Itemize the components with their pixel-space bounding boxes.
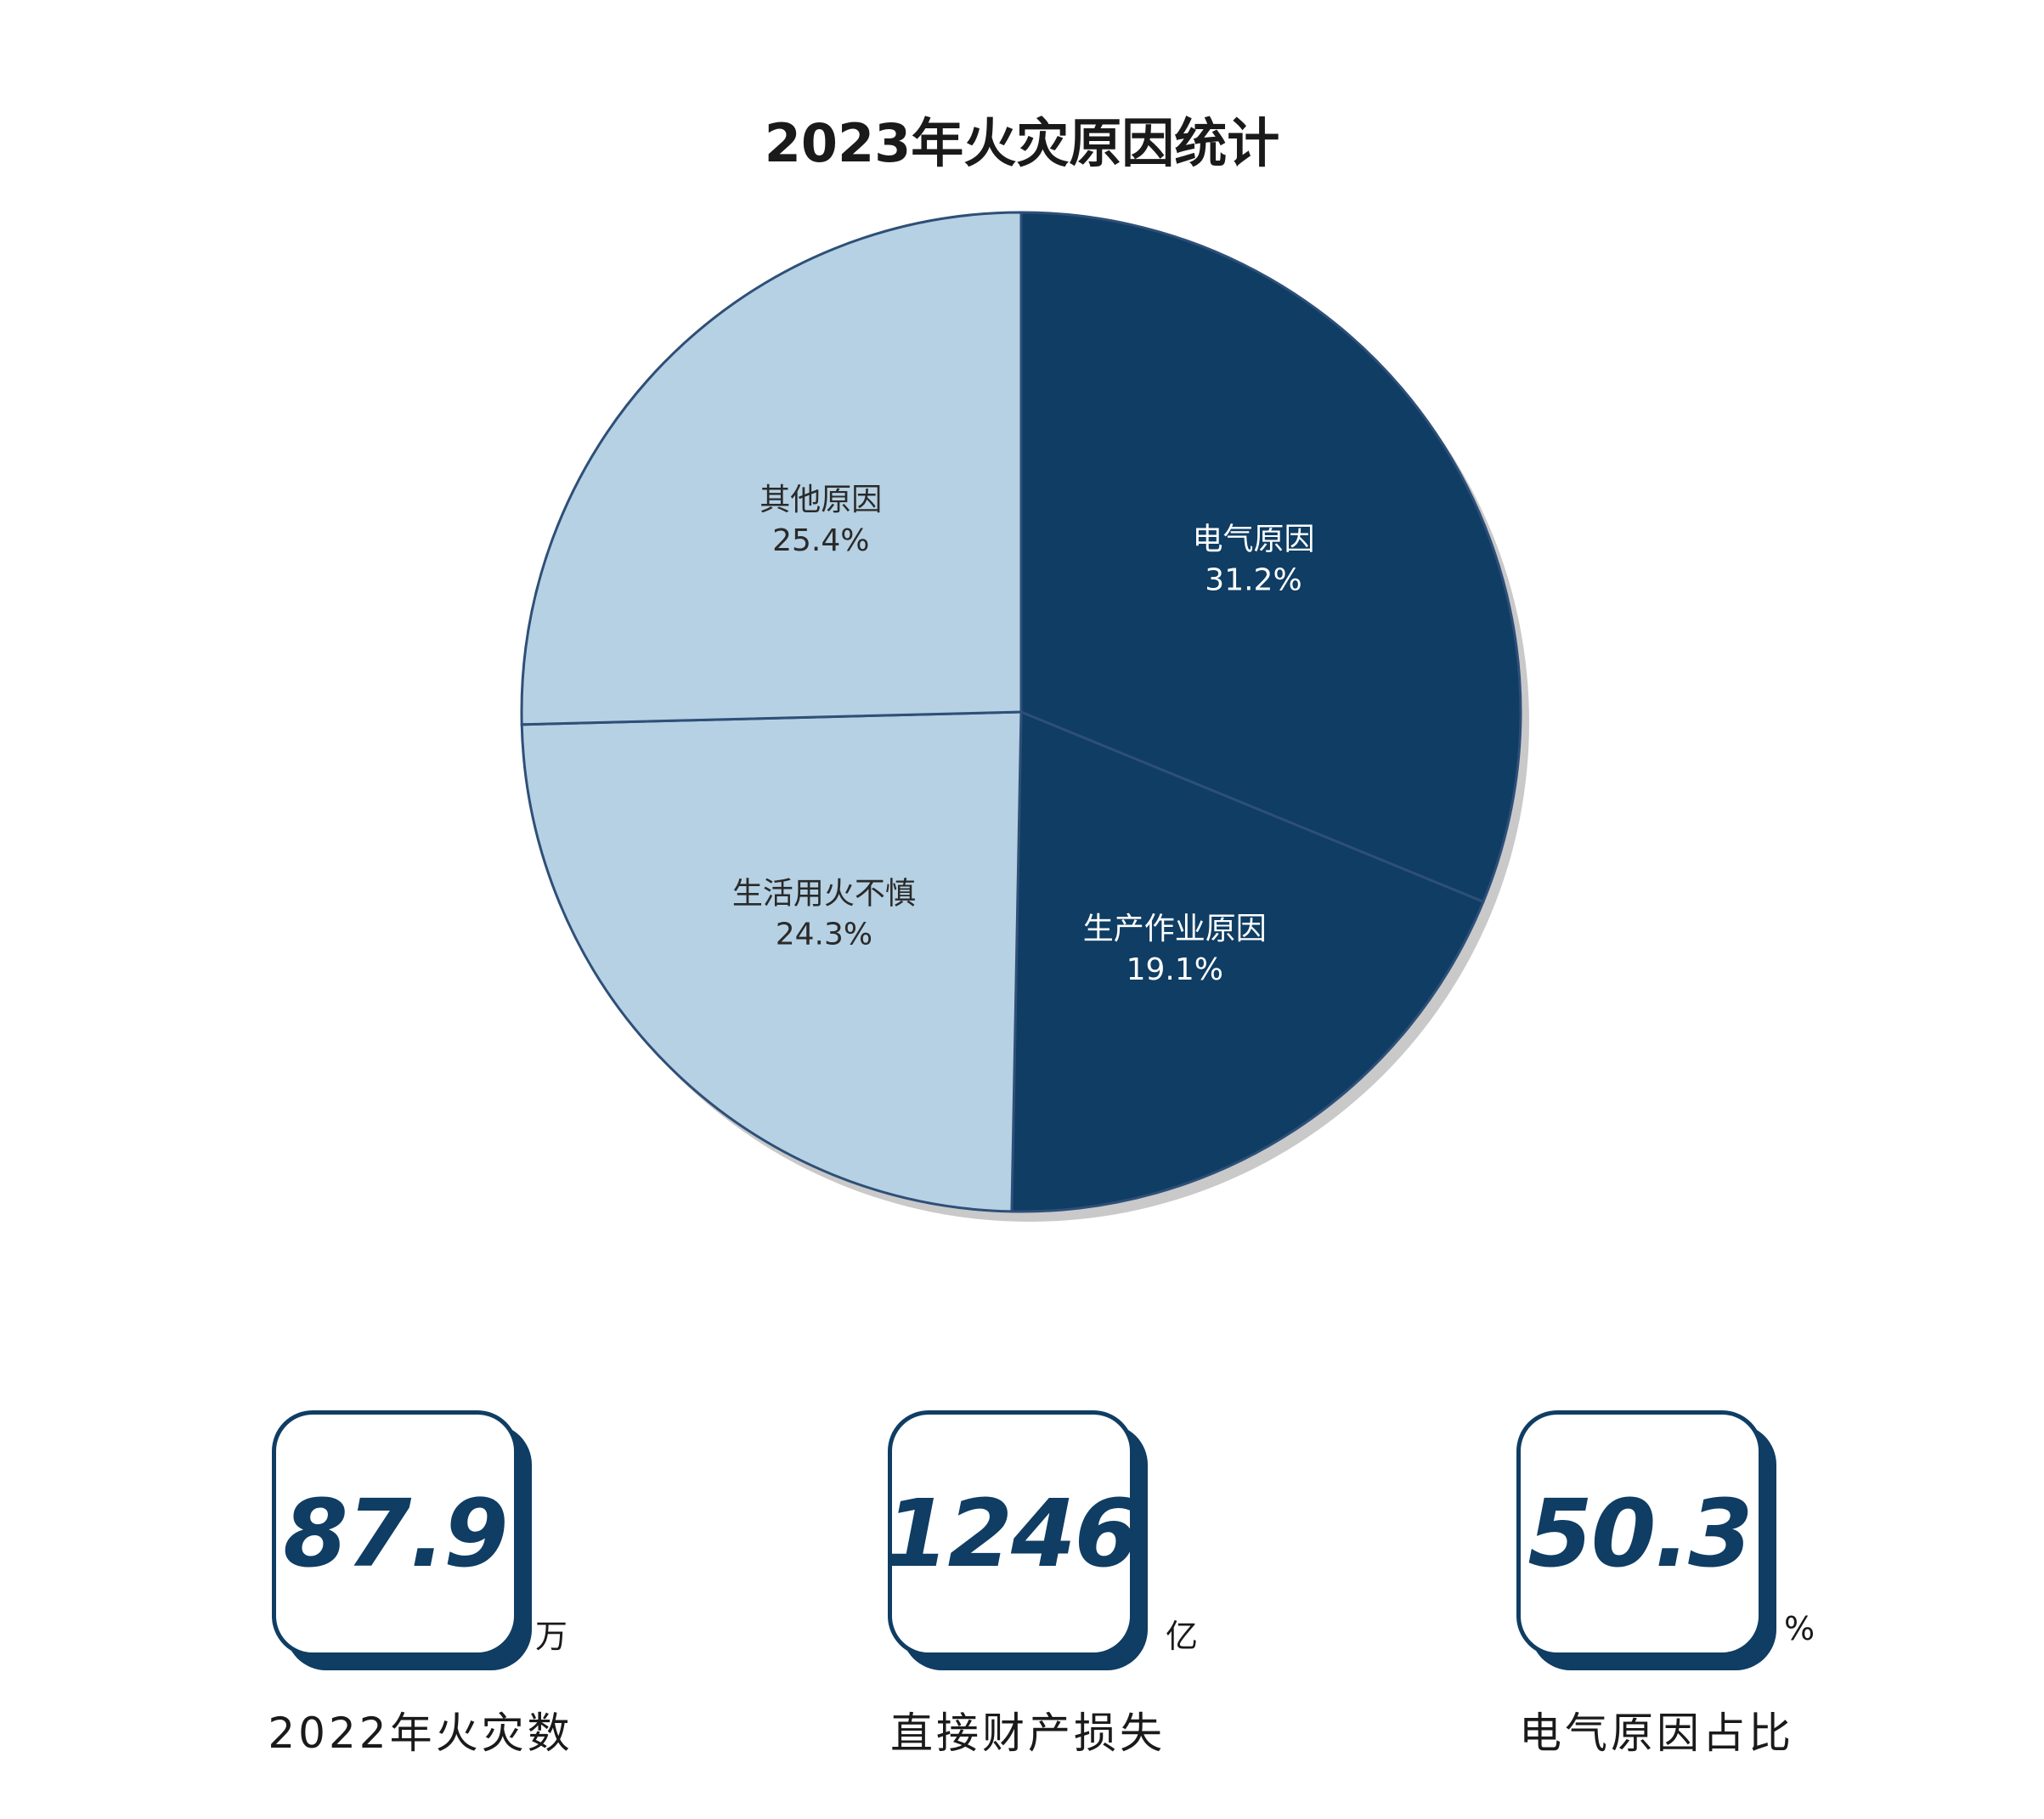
stat-card-fire-count: 87.9 [272, 1410, 518, 1657]
pie-slice-0 [1019, 211, 1522, 904]
stat-unit-electrical-share: % [1784, 1610, 1815, 1647]
pie-slice-value-3: 25.4% [772, 523, 869, 558]
stat-card-electrical-share: 50.3 [1516, 1410, 1763, 1657]
pie-slice-2 [520, 710, 1023, 1213]
pie-slice-value-0: 31.2% [1205, 563, 1301, 598]
pie-chart: 电气原因 31.2% 生产作业原因 19.1% 生活用火不慎 24.3% 其他原因 25.4% [520, 211, 1529, 1222]
pie-slice-label-3: 其他原因 [759, 483, 882, 517]
pie-slice-label-2: 生活用火不慎 [732, 877, 916, 912]
stat-value-fire-count: 87.9 [283, 1479, 508, 1588]
pie-slice-1 [1010, 709, 1485, 1213]
stat-label-fire-count: 2022年火灾数 [268, 1709, 573, 1758]
pie-slice-value-1: 19.1% [1126, 952, 1223, 987]
stat-value-property-loss: 1246 [884, 1479, 1139, 1588]
pie-slice-label-1: 生产作业原因 [1083, 912, 1267, 946]
pie-slice-3 [520, 211, 1023, 726]
pie-slice-label-0: 电气原因 [1192, 523, 1314, 557]
stat-card-property-loss: 1246 [884, 1410, 1139, 1657]
pie-slice-value-2: 24.3% [776, 918, 872, 952]
chart-title: 2023年火灾原因统计 [764, 112, 1280, 174]
stat-label-electrical-share: 电气原因占比 [1519, 1709, 1794, 1758]
stat-unit-fire-count: 万 [535, 1618, 568, 1655]
stat-unit-property-loss: 亿 [1166, 1618, 1199, 1655]
stat-value-electrical-share: 50.3 [1527, 1479, 1753, 1588]
stat-label-property-loss: 直接财产损失 [890, 1709, 1166, 1758]
